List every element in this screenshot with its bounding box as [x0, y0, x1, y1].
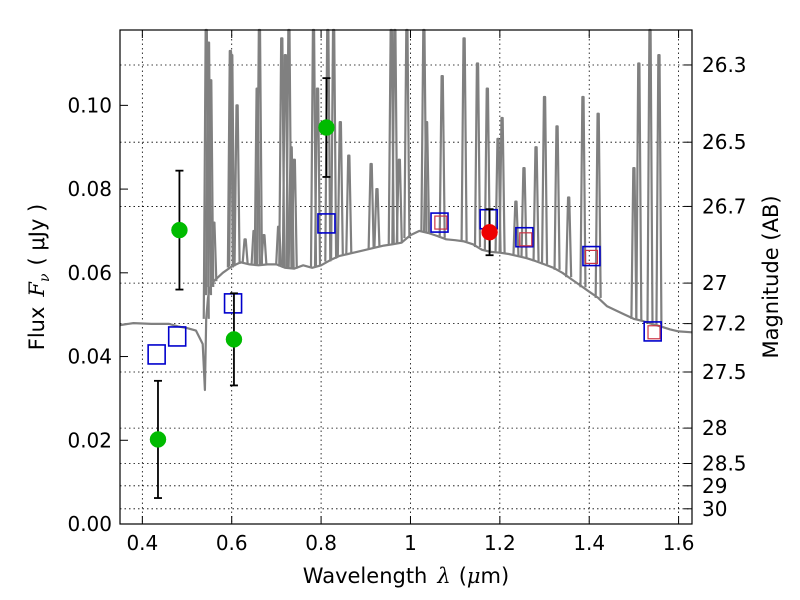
mag-tick-label: 27.2 [702, 312, 747, 336]
emission-line-spike [241, 238, 249, 264]
mag-tick-label: 30 [702, 497, 727, 521]
emission-line-spike [483, 87, 491, 252]
emission-line-spike [290, 158, 298, 269]
emission-line-spike [233, 104, 241, 265]
emission-line-spike [336, 121, 344, 256]
y-tick-label: 0.08 [67, 177, 112, 201]
observed-point [149, 431, 167, 448]
mag-tick-label: 26.5 [702, 130, 747, 154]
model-photometry-square [147, 344, 166, 365]
model-photometry-inner-square [647, 325, 661, 340]
observed-point [225, 331, 243, 348]
emission-line-spike [403, 28, 411, 239]
emission-line-spike [498, 116, 506, 254]
y-tick-label: 0.04 [67, 345, 112, 369]
emission-line-spike [367, 162, 375, 249]
y-tick-label: 0.06 [67, 261, 112, 285]
emission-line-spike [594, 112, 602, 298]
emission-line-spike [579, 95, 587, 288]
emission-line-spike [635, 62, 643, 321]
emission-line-spike [655, 54, 663, 326]
x-tick-label: 1.6 [663, 531, 695, 555]
emission-line-spike [253, 87, 261, 266]
mag-tick-label: 29 [702, 474, 727, 498]
emission-line-spike [520, 167, 528, 258]
model-photometry-inner-square [584, 249, 599, 265]
emission-line-spike [210, 221, 218, 282]
observed-point [171, 221, 188, 239]
x-tick-label: 1.4 [573, 531, 605, 555]
model-photometry-square [430, 212, 449, 233]
mag-tick-label: 27 [702, 271, 727, 295]
axis-tick-labels: 0.4 0.6 0.8 1 1.2 1.4 1.6 0.00 0.02 0.04 0.06 0.08 0… [67, 53, 746, 555]
emission-line-spike [373, 187, 381, 248]
model-photometry-square [515, 226, 534, 248]
plot-frame [119, 29, 693, 525]
model-photometry-square [317, 213, 336, 234]
mag-tick-label: 26.7 [702, 194, 747, 218]
mag-tick-label: 26.3 [702, 53, 747, 77]
y2-axis-label: Magnitude (AB) [759, 195, 783, 358]
model-photometry-square [643, 321, 662, 342]
emission-line-spike [207, 79, 215, 288]
x-tick-label: 1.2 [484, 531, 516, 555]
y-tick-label: 0.02 [67, 428, 112, 452]
emission-line-spike [438, 74, 446, 238]
emission-line-spike [565, 196, 573, 278]
observed-point-red [481, 223, 498, 241]
model-photometry-inner-square [519, 232, 533, 247]
model-photometry-square [582, 245, 601, 267]
grid [120, 30, 692, 524]
emission-line-spike [512, 200, 520, 256]
markers [147, 77, 662, 499]
y-axis-label: FluxFν( μJy ) [25, 204, 53, 350]
observed-point [318, 119, 335, 136]
emission-line-spike [395, 158, 403, 244]
emission-line-spike [646, 28, 654, 324]
emission-line-spike [260, 234, 268, 265]
emission-line-spike [630, 167, 638, 319]
model-sed [119, 28, 693, 392]
emission-line-spike [553, 125, 561, 270]
x-axis-label: Wavelength λ (μm) [303, 564, 509, 588]
model-photometry-square [167, 326, 187, 347]
emission-line-spike [228, 54, 236, 267]
x-tick-label: 1 [404, 531, 417, 555]
y-tick-label: 0.00 [67, 512, 112, 536]
emission-line-spike [226, 49, 234, 268]
emission-line-spike [473, 62, 482, 248]
emission-line-spike [313, 87, 322, 267]
x-tick-label: 0.8 [305, 531, 337, 555]
mag-tick-label: 28.5 [702, 451, 747, 475]
emission-line-spike [532, 146, 540, 262]
mag-tick-label: 28 [702, 416, 727, 440]
emission-line-spike [422, 121, 431, 233]
y-tick-label: 0.10 [67, 93, 112, 117]
emission-line-spike [540, 95, 549, 265]
ticks [120, 30, 692, 525]
emission-line-spike [460, 37, 468, 242]
x-tick-label: 0.4 [126, 531, 158, 555]
mag-tick-label: 27.5 [702, 360, 747, 384]
x-tick-label: 0.6 [216, 531, 248, 555]
model-photometry-inner-square [434, 215, 448, 230]
emission-line-spike [345, 154, 353, 254]
